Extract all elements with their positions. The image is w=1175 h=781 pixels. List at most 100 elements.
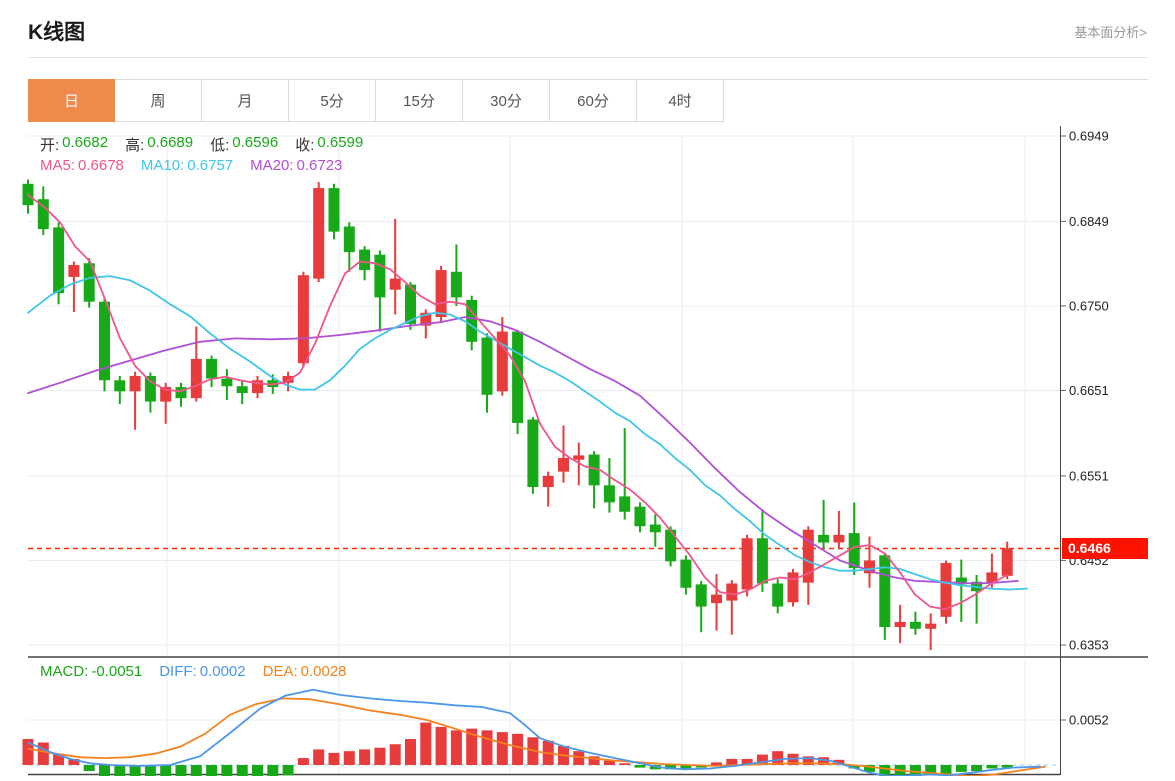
candle[interactable] [879,555,891,628]
candle[interactable] [848,533,860,569]
macd-bar [267,765,279,777]
candle[interactable] [726,583,738,601]
tab-4hour[interactable]: 4时 [637,79,724,122]
candle[interactable] [542,475,554,488]
macd-histogram[interactable] [22,722,1013,779]
candle[interactable] [374,254,386,298]
macd-bar [236,765,248,778]
candle[interactable] [175,387,187,399]
candle[interactable] [756,538,768,584]
candle[interactable] [53,227,65,294]
candle[interactable] [466,299,478,342]
macd-bar [955,765,967,772]
candle[interactable] [496,331,508,392]
candle[interactable] [160,387,172,402]
candle[interactable] [802,529,814,583]
candle[interactable] [603,485,615,503]
candle[interactable] [313,188,325,279]
tab-5min[interactable]: 5分 [289,79,376,122]
candle[interactable] [206,358,218,379]
candle[interactable] [818,534,830,543]
candle[interactable] [940,563,952,617]
candle[interactable] [144,375,156,402]
candle[interactable] [955,577,967,585]
candle[interactable] [420,312,432,326]
macd-bar [1001,765,1013,768]
candle[interactable] [772,583,784,607]
macd-bar [282,765,294,776]
macd-bar [37,742,49,765]
candle[interactable] [634,506,646,527]
dea-line [27,697,1046,778]
macd-bar [741,758,753,765]
y-tick-label: 0.6849 [1069,214,1109,229]
candle[interactable] [252,380,263,394]
candle[interactable] [573,455,585,460]
candle[interactable] [282,375,294,383]
macd-bar [466,728,478,765]
candle[interactable] [68,264,80,277]
fundamental-analysis-link[interactable]: 基本面分析> [1074,25,1147,40]
macd-bar [22,739,34,765]
candle[interactable] [527,419,539,488]
candle[interactable] [297,275,309,364]
ma20-line [27,316,1019,585]
candle[interactable] [512,331,524,423]
candle[interactable] [833,534,845,543]
period-tabbar: 日 周 月 5分 15分 30分 60分 4时 [28,79,724,122]
candle[interactable] [343,226,355,253]
candle[interactable] [695,584,707,607]
candle[interactable] [864,560,875,574]
candle[interactable] [894,621,906,628]
candle[interactable] [435,270,447,318]
candle[interactable] [328,188,340,232]
kline-chart[interactable]: 0.69490.68490.67500.66510.65510.64520.63… [0,120,1175,779]
candle[interactable] [481,337,493,395]
candle[interactable] [221,378,233,387]
macd-bar [833,759,845,765]
candle[interactable] [236,386,248,394]
macd-bar [864,765,875,772]
macd-legend: MACD: -0.0051 DIFF: 0.0002 DEA: 0.0028 [40,663,364,680]
ohlc-open: 开: 0.6682 [40,134,109,154]
candle[interactable] [405,284,416,324]
macd-bar [971,765,983,772]
macd-bar [144,765,156,779]
candle[interactable] [909,621,921,629]
candle[interactable] [986,572,998,583]
candle[interactable] [359,249,371,271]
tab-month[interactable]: 月 [202,79,289,122]
candle[interactable] [99,301,110,381]
candle[interactable] [114,380,126,392]
macd-bar [588,756,600,765]
tab-day[interactable]: 日 [28,79,115,122]
candle[interactable] [787,572,799,603]
candle[interactable] [1001,548,1013,576]
macd-bar [389,744,401,765]
tab-30min[interactable]: 30分 [463,79,550,122]
candle[interactable] [741,538,753,590]
candle[interactable] [680,559,692,588]
candle[interactable] [558,457,569,472]
macd-bar [802,756,814,765]
candle[interactable] [711,594,722,604]
macd-bar [756,754,768,765]
macd-bar [680,765,692,769]
candle[interactable] [37,199,49,230]
candle[interactable] [190,358,202,399]
tab-week[interactable]: 周 [115,79,202,122]
macd-bar [297,758,309,765]
candle[interactable] [83,263,95,302]
candle[interactable] [129,375,141,392]
candle[interactable] [649,524,661,533]
candle[interactable] [665,529,677,562]
candle[interactable] [925,623,937,629]
candle[interactable] [450,271,462,298]
candle[interactable] [588,454,600,486]
candle[interactable] [619,496,631,512]
macd-bar [175,765,187,778]
tab-15min[interactable]: 15分 [376,79,463,122]
candles[interactable] [22,179,1013,651]
candle[interactable] [389,278,401,290]
tab-60min[interactable]: 60分 [550,79,637,122]
